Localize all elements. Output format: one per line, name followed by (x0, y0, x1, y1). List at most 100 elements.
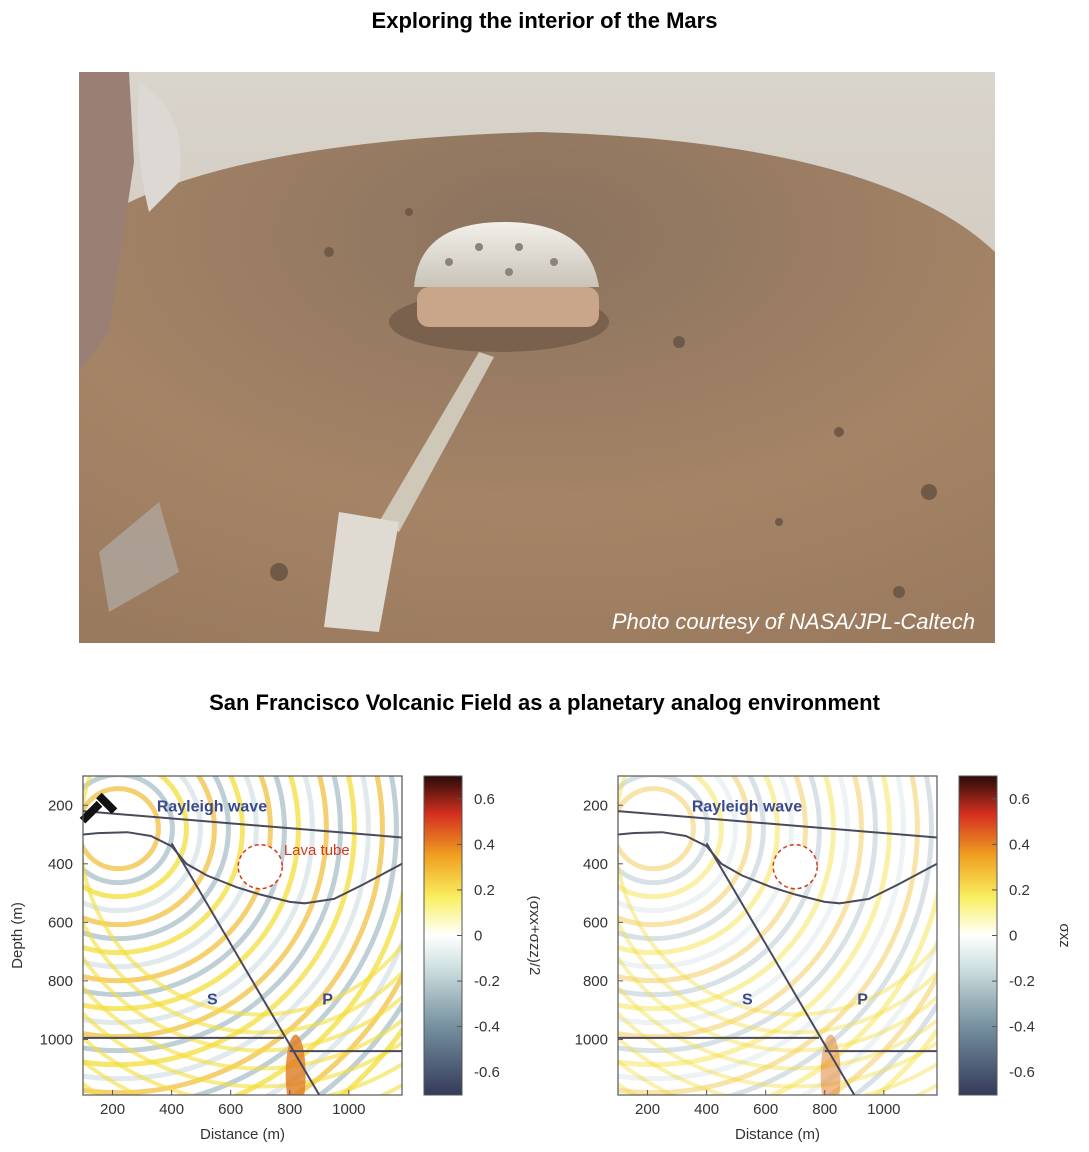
wave-front (83, 776, 371, 1082)
simulation-panel-right: 200 400 600 800 1000 200 400 600 800 1000 Distance… (535, 760, 1075, 1152)
simulation-panel-left: 200 400 600 800 1000 200 400 600 800 1000 Distance… (0, 760, 540, 1152)
p-wave-front (618, 1010, 937, 1089)
y-tick-label: 800 (48, 973, 73, 990)
y-tick-label: 200 (583, 797, 608, 814)
y-tick-label: 600 (48, 914, 73, 931)
colorbar-tick-label: -0.2 (474, 973, 500, 990)
x-tick-label: 600 (753, 1101, 778, 1118)
wave-front (618, 776, 752, 928)
p-wave-front (83, 918, 402, 1035)
x-axis-label: Distance (m) (735, 1126, 820, 1143)
p-wave-front (618, 776, 937, 1017)
wave-front (83, 776, 329, 1040)
wave-front (618, 776, 850, 1026)
p-wave-front (618, 918, 937, 1035)
axes-frame (82, 775, 403, 1096)
s-wave-label: S (207, 991, 218, 1008)
wave-front (83, 776, 343, 1054)
plot-area (618, 776, 937, 1095)
colorbar-tick-label: -0.6 (474, 1064, 500, 1081)
wave-front (83, 776, 259, 970)
p-wave-label: P (322, 991, 333, 1008)
wave-front (83, 776, 385, 1095)
surface-line (618, 810, 937, 839)
wave-front (723, 776, 934, 1095)
y-tick-label: 400 (583, 856, 608, 873)
wavefield-plot-right: 200 400 600 800 1000 200 400 600 800 1000 Distance… (575, 775, 1073, 1143)
wavefield-plot-left: 200 400 600 800 1000 200 400 600 800 1000 Distance… (9, 775, 540, 1143)
y-tick-label: 1000 (40, 1031, 73, 1048)
section-title: San Francisco Volcanic Field as a planet… (209, 690, 880, 715)
wave-front (618, 786, 696, 872)
p-wave-front (618, 954, 937, 1053)
wave-front (83, 776, 231, 942)
p-wave-front (83, 984, 402, 1071)
y-tick-label: 600 (583, 914, 608, 931)
wave-front (83, 786, 161, 872)
y-tick-label: 1000 (575, 1031, 608, 1048)
p-wave-label: P (857, 991, 868, 1008)
wave-front (83, 776, 245, 956)
colorbar-tick-label: 0.6 (474, 791, 495, 808)
wave-front (618, 776, 710, 886)
colorbar (958, 775, 998, 1096)
rayleigh-wave-label: Rayleigh wave (692, 798, 802, 815)
wave-front (618, 776, 780, 956)
basalt-interface (618, 831, 937, 905)
lava-tube-label: Lava tube (284, 842, 350, 859)
y-axis-label: Depth (m) (9, 902, 26, 969)
dipping-interface (170, 842, 321, 1095)
top-title: Exploring the interior of the Mars (371, 8, 718, 33)
wave-front (618, 776, 794, 970)
p-wave-front (83, 1010, 402, 1089)
colorbar-tick-label: -0.2 (1009, 973, 1035, 990)
colorbar-label: (σxx+σzz)/2 (526, 896, 540, 976)
colorbar-tick-label: 0.4 (1009, 836, 1030, 853)
colorbar-tick-label: 0.6 (1009, 791, 1030, 808)
s-wave-label: S (742, 991, 753, 1008)
x-tick-label: 200 (635, 1101, 660, 1118)
wave-front (83, 776, 217, 928)
rayleigh-wave-label: Rayleigh wave (157, 798, 267, 815)
colorbar-tick-label: -0.6 (1009, 1064, 1035, 1081)
x-tick-label: 800 (812, 1101, 837, 1118)
wave-front (83, 776, 175, 886)
x-tick-label: 1000 (332, 1101, 365, 1118)
colorbar-tick-label: 0.2 (474, 882, 495, 899)
axes-frame (617, 775, 938, 1096)
wave-front (83, 776, 203, 914)
p-wave-front (618, 984, 937, 1071)
colorbar-tick-label: 0 (474, 928, 482, 945)
p-wave-front (83, 954, 402, 1053)
mars-surface-image (79, 72, 995, 643)
wave-front (618, 776, 808, 984)
y-tick-label: 800 (583, 973, 608, 990)
colorbar-tick-label: 0 (1009, 928, 1017, 945)
interface-amplitude (285, 1034, 306, 1095)
wave-front (618, 776, 766, 942)
x-axis-label: Distance (m) (200, 1126, 285, 1143)
wave-front (83, 776, 189, 900)
x-tick-label: 1000 (867, 1101, 900, 1118)
lava-tube-circle (772, 843, 818, 890)
colorbar (423, 775, 463, 1096)
wave-front (618, 776, 906, 1082)
x-tick-label: 600 (218, 1101, 243, 1118)
wave-front (618, 776, 878, 1054)
wave-front (618, 776, 864, 1040)
wave-front (618, 776, 892, 1068)
colorbar-tick-label: -0.4 (1009, 1019, 1035, 1036)
y-tick-label: 400 (48, 856, 73, 873)
x-tick-label: 200 (100, 1101, 125, 1118)
colorbar-tick-label: 0.4 (474, 836, 495, 853)
x-tick-label: 400 (159, 1101, 184, 1118)
basalt-interface (83, 831, 402, 905)
mars-lander-photo: Photo courtesy of NASA/JPL-Caltech (79, 72, 995, 643)
colorbar-label: σxz (1056, 923, 1073, 947)
interface-amplitude (820, 1034, 841, 1095)
p-wave-front (83, 776, 402, 1017)
lava-tube-circle (237, 843, 283, 890)
x-tick-label: 800 (277, 1101, 302, 1118)
photo-caption: Photo courtesy of NASA/JPL-Caltech (611, 609, 975, 634)
wave-front (188, 776, 399, 1095)
